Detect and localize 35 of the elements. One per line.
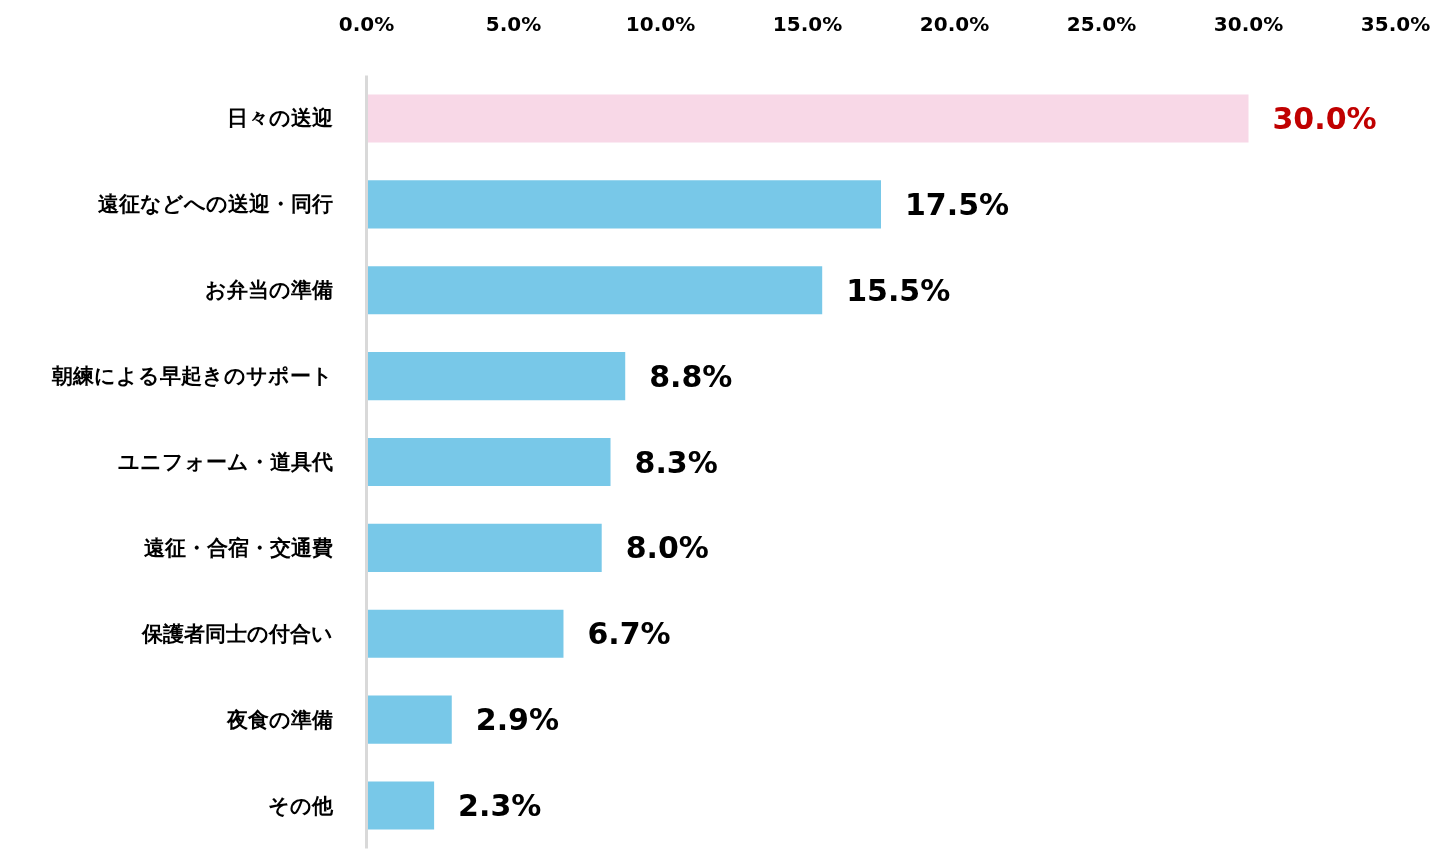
bar	[366, 695, 452, 744]
data-label: 30.0%	[1272, 100, 1377, 136]
bar	[366, 180, 881, 229]
bar	[366, 266, 823, 315]
x-tick-label: 30.0%	[1213, 11, 1284, 36]
bar	[366, 523, 602, 572]
bar	[366, 437, 611, 487]
x-tick-label: 10.0%	[625, 11, 696, 36]
x-tick-label: 0.0%	[338, 11, 395, 36]
data-label: 17.5%	[905, 186, 1010, 222]
y-tick-label: 日々の送迎	[226, 106, 333, 131]
data-label: 6.7%	[587, 616, 671, 652]
y-tick-label: その他	[267, 793, 334, 818]
x-tick-label: 15.0%	[772, 11, 843, 36]
bar	[366, 94, 1249, 143]
x-tick-label: 25.0%	[1066, 11, 1137, 36]
bar	[366, 352, 626, 401]
y-tick-label: ユニフォーム・道具代	[117, 450, 333, 474]
data-label: 8.8%	[649, 358, 733, 394]
x-tick-label: 35.0%	[1360, 11, 1431, 36]
data-label: 8.0%	[625, 530, 709, 566]
x-tick-label: 5.0%	[485, 11, 542, 36]
y-tick-label: 朝練による早起きのサポート	[50, 364, 333, 389]
data-label: 15.5%	[846, 272, 951, 308]
y-tick-label: お弁当の準備	[204, 278, 333, 303]
data-label: 8.3%	[634, 444, 718, 480]
data-label: 2.9%	[475, 702, 559, 738]
y-tick-label: 保護者同士の付合い	[140, 621, 333, 646]
x-tick-label: 20.0%	[919, 11, 990, 36]
bar	[366, 609, 564, 658]
data-label: 2.3%	[458, 788, 542, 824]
y-tick-label: 夜食の準備	[225, 707, 333, 732]
y-tick-label: 遠征・合宿・交通費	[143, 535, 333, 560]
y-tick-label: 遠征などへの送迎・同行	[97, 192, 333, 217]
bar	[366, 781, 435, 830]
